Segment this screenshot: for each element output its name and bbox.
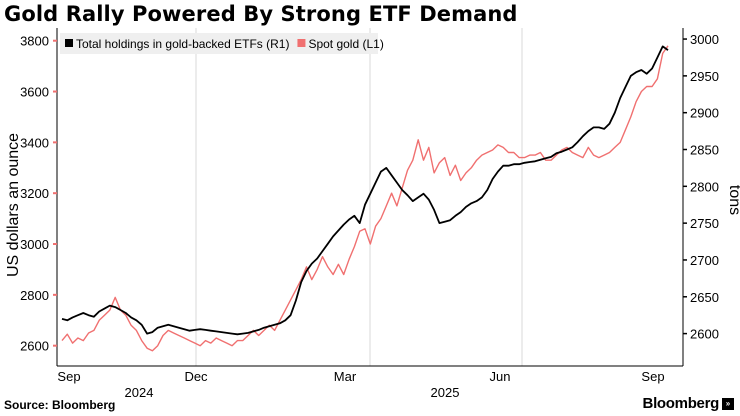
legend-swatch-1 xyxy=(297,39,306,47)
source-note: Source: Bloomberg xyxy=(4,398,116,412)
series-lines xyxy=(61,45,669,352)
right-tick-label-6: 2900 xyxy=(690,106,719,121)
left-tick-label-0: 2600 xyxy=(20,339,49,354)
legend-box xyxy=(60,33,378,54)
series-line-0 xyxy=(61,45,669,336)
legend-swatch-0 xyxy=(65,39,73,47)
x-tick-label-1: Dec xyxy=(184,369,208,384)
bloomberg-logo: Bloomberg xyxy=(642,395,720,412)
left-tick-label-1: 2800 xyxy=(20,288,49,303)
legend-label-0: Total holdings in gold-backed ETFs (R1) xyxy=(76,37,289,51)
bloomberg-mark-icon: » xyxy=(722,398,734,410)
right-tick-label-0: 2600 xyxy=(690,327,719,342)
left-tick-label-3: 3200 xyxy=(20,186,49,201)
left-axis-title: US dollars an ounce xyxy=(5,133,22,277)
x-year-label-0: 2024 xyxy=(125,385,154,400)
x-tick-label-0: Sep xyxy=(57,369,80,384)
x-tick-label-3: Jun xyxy=(490,369,511,384)
grid-lines xyxy=(195,28,523,366)
right-tick-label-8: 3000 xyxy=(690,32,719,47)
right-axis-title: tons xyxy=(726,185,740,215)
series-line-1 xyxy=(61,45,669,352)
legend: Total holdings in gold-backed ETFs (R1) S… xyxy=(60,33,384,54)
legend-label-1: Spot gold (L1) xyxy=(308,37,383,51)
right-tick-label-5: 2850 xyxy=(690,143,719,158)
left-tick-label-2: 3000 xyxy=(20,237,49,252)
right-tick-label-7: 2950 xyxy=(690,69,719,84)
left-tick-label-6: 3800 xyxy=(20,34,49,49)
right-tick-label-1: 2650 xyxy=(690,290,719,305)
right-tick-label-3: 2750 xyxy=(690,216,719,231)
axes: 2600 2800 3000 3200 3400 3600 3800 2600 2650 2700… xyxy=(5,28,740,400)
x-tick-label-2: Mar xyxy=(334,369,357,384)
x-year-label-1: 2025 xyxy=(431,385,460,400)
right-tick-label-2: 2700 xyxy=(690,253,719,268)
chart-title: Gold Rally Powered By Strong ETF Demand xyxy=(4,2,518,26)
left-tick-label-5: 3600 xyxy=(20,85,49,100)
x-tick-label-4: Sep xyxy=(641,369,664,384)
left-tick-label-4: 3400 xyxy=(20,135,49,150)
right-tick-label-4: 2800 xyxy=(690,179,719,194)
